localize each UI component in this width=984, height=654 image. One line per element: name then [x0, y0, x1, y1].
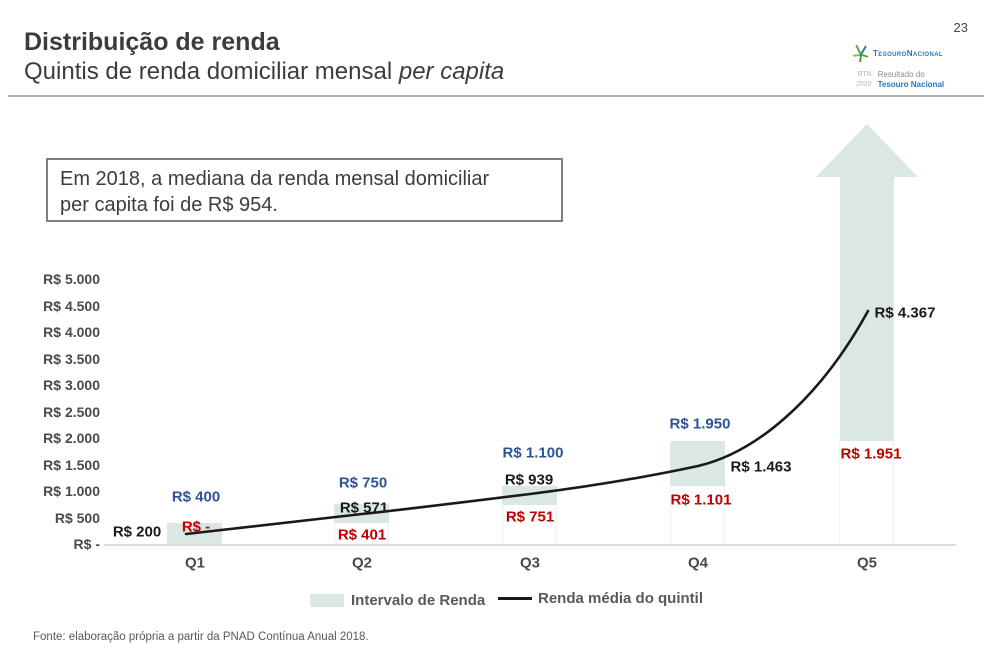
logo-brand-row: TesouroNacional	[852, 44, 970, 62]
callout-line1: Em 2018, a mediana da renda mensal domic…	[60, 168, 490, 190]
brand-name: TesouroNacional	[873, 48, 943, 58]
line-label-q4: R$ 1.463	[730, 458, 792, 476]
range-swatch-icon	[310, 594, 344, 607]
lower-label-q3: R$ 751	[505, 508, 555, 526]
y-tick: R$ 2.000	[43, 430, 100, 446]
upper-label-q4: R$ 1.950	[669, 415, 731, 433]
line-swatch-icon	[498, 597, 532, 600]
x-axis-line	[104, 544, 956, 546]
legend-item-line: Renda média do quintil	[498, 590, 703, 607]
legend-item-range: Intervalo de Renda	[310, 592, 485, 609]
y-tick: R$ 500	[54, 510, 100, 526]
legend-range-label: Intervalo de Renda	[351, 592, 486, 609]
subtitle-regular: Quintis de renda domiciliar mensal	[24, 58, 399, 85]
y-tick: R$ 3.000	[43, 377, 100, 393]
legend-line-label: Renda média do quintil	[538, 590, 704, 607]
line-label-q1: R$ 200	[112, 523, 162, 541]
y-tick: R$ 5.000	[43, 271, 100, 287]
x-label-q3: Q3	[519, 554, 541, 572]
lower-label-q5: R$ 1.951	[840, 445, 902, 463]
lower-label-q2: R$ 401	[337, 526, 387, 544]
y-tick: R$ 1.000	[43, 483, 100, 499]
y-tick: R$ 1.500	[43, 457, 100, 473]
subtitle-italic: per capita	[398, 58, 505, 85]
range-bar-q3	[502, 486, 557, 505]
open-ended-arrow-q5	[816, 124, 918, 441]
rtn-year: RTN 2020	[856, 70, 872, 90]
tesouro-nacional-logo: TesouroNacional RTN 2020 Resultado do Te…	[852, 44, 970, 90]
x-label-q4: Q4	[687, 554, 709, 572]
x-label-q5: Q5	[856, 554, 878, 572]
rtn-result-text: Resultado do Tesouro Nacional	[878, 70, 945, 90]
callout-box: Em 2018, a mediana da renda mensal domic…	[46, 158, 563, 222]
y-tick: R$ -	[73, 536, 100, 552]
upper-label-q3: R$ 1.100	[502, 444, 564, 462]
rtn-year-label: 2020	[856, 81, 872, 88]
line-label-q3: R$ 939	[504, 471, 554, 489]
rtn-label: RTN	[857, 71, 872, 78]
y-tick: R$ 4.500	[43, 298, 100, 314]
page-title: Distribuição de renda	[24, 28, 280, 56]
logo-rtn-row: RTN 2020 Resultado do Tesouro Nacional	[856, 70, 970, 90]
line-label-q2: R$ 571	[339, 499, 389, 517]
upper-label-q1: R$ 400	[171, 488, 221, 506]
upper-label-q2: R$ 750	[338, 474, 388, 492]
page-subtitle: Quintis de renda domiciliar mensal per c…	[24, 58, 504, 86]
callout-line2: per capita foi de R$ 954.	[60, 194, 278, 216]
lower-label-q4: R$ 1.101	[670, 491, 732, 509]
source-note: Fonte: elaboração própria a partir da PN…	[33, 631, 369, 643]
rtn-result-line2: Tesouro Nacional	[877, 80, 945, 89]
page-number: 23	[953, 20, 968, 35]
header-divider	[8, 95, 984, 97]
y-tick: R$ 2.500	[43, 404, 100, 420]
y-tick: R$ 4.000	[43, 324, 100, 340]
x-label-q2: Q2	[351, 554, 373, 572]
star-logo-icon	[852, 44, 869, 62]
range-bar-q4	[670, 441, 725, 486]
y-tick: R$ 3.500	[43, 351, 100, 367]
x-label-q1: Q1	[184, 554, 206, 572]
lower-label-q1: R$ -	[181, 518, 211, 536]
rtn-result-line1: Resultado do	[877, 70, 925, 79]
line-label-q5: R$ 4.367	[874, 304, 936, 322]
